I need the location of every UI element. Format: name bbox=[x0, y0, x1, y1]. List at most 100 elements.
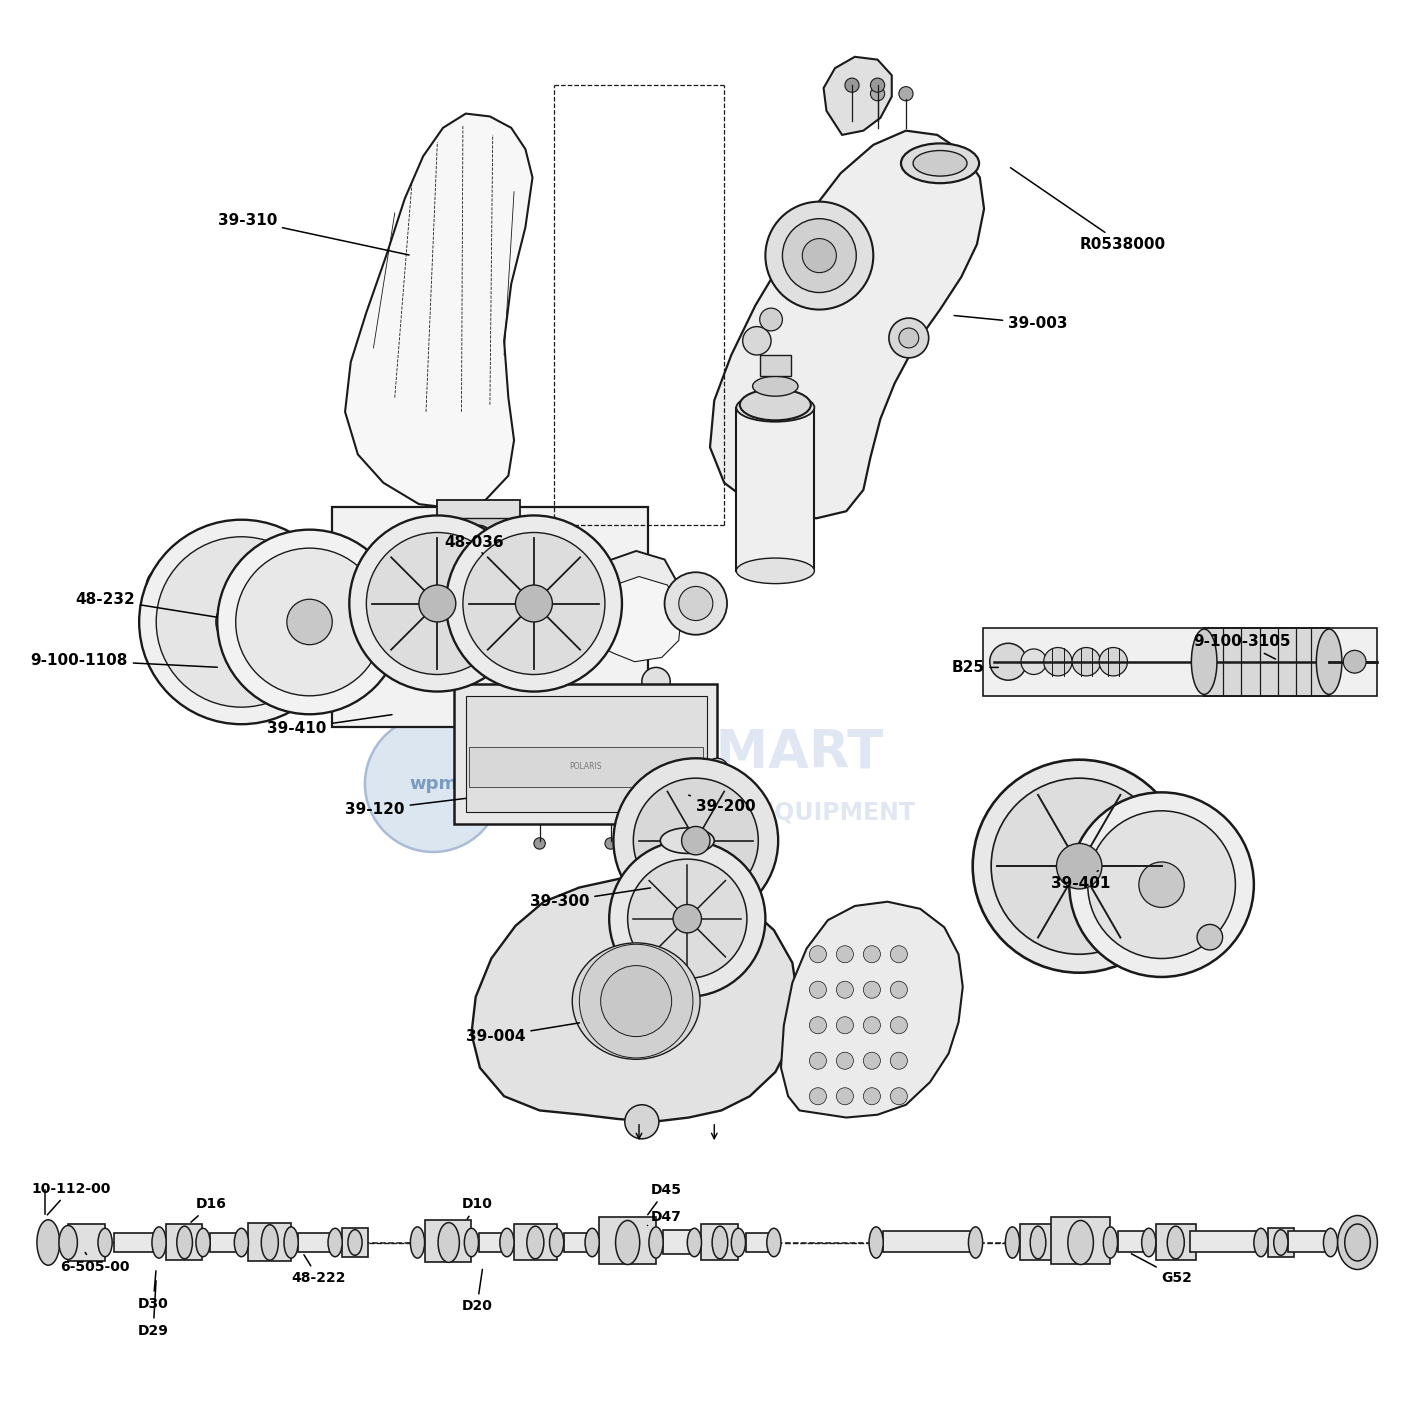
Circle shape bbox=[1343, 650, 1366, 673]
Circle shape bbox=[899, 87, 913, 101]
Ellipse shape bbox=[1274, 1230, 1288, 1255]
Bar bbox=[437, 500, 520, 525]
Ellipse shape bbox=[464, 1228, 479, 1257]
Ellipse shape bbox=[152, 1227, 166, 1258]
Bar bbox=[454, 684, 717, 824]
Ellipse shape bbox=[713, 1227, 728, 1258]
Ellipse shape bbox=[731, 1228, 746, 1257]
Ellipse shape bbox=[737, 393, 815, 422]
Circle shape bbox=[836, 1088, 853, 1105]
Circle shape bbox=[1021, 649, 1047, 674]
Ellipse shape bbox=[439, 1223, 460, 1262]
Text: 6-505-00: 6-505-00 bbox=[60, 1252, 129, 1274]
Bar bbox=[599, 1217, 656, 1264]
Bar bbox=[883, 1231, 976, 1252]
Circle shape bbox=[146, 567, 186, 606]
Ellipse shape bbox=[753, 376, 798, 396]
Polygon shape bbox=[710, 131, 984, 518]
Bar bbox=[1288, 1231, 1331, 1252]
Circle shape bbox=[682, 826, 710, 855]
Circle shape bbox=[156, 537, 327, 707]
Circle shape bbox=[990, 643, 1027, 680]
Circle shape bbox=[1072, 648, 1100, 676]
Text: 39-200: 39-200 bbox=[689, 795, 755, 814]
Circle shape bbox=[236, 548, 383, 696]
Circle shape bbox=[899, 328, 919, 348]
Circle shape bbox=[890, 946, 907, 963]
Ellipse shape bbox=[58, 1225, 78, 1260]
Circle shape bbox=[706, 758, 728, 781]
Circle shape bbox=[863, 946, 880, 963]
Ellipse shape bbox=[1254, 1228, 1268, 1257]
Circle shape bbox=[534, 838, 545, 849]
Ellipse shape bbox=[1345, 1224, 1370, 1261]
Circle shape bbox=[152, 611, 180, 639]
Text: G52: G52 bbox=[1132, 1254, 1193, 1285]
Ellipse shape bbox=[410, 1227, 425, 1258]
Text: 9-100-1108: 9-100-1108 bbox=[30, 653, 217, 667]
Circle shape bbox=[315, 635, 344, 663]
Circle shape bbox=[633, 778, 758, 903]
Text: D16: D16 bbox=[190, 1197, 227, 1223]
Polygon shape bbox=[345, 114, 532, 508]
Bar bbox=[736, 408, 814, 571]
Ellipse shape bbox=[572, 943, 700, 1059]
Circle shape bbox=[836, 1052, 853, 1069]
Circle shape bbox=[419, 585, 456, 622]
Circle shape bbox=[870, 87, 885, 101]
Polygon shape bbox=[596, 577, 682, 662]
Ellipse shape bbox=[328, 1228, 342, 1257]
Text: D20: D20 bbox=[462, 1269, 493, 1314]
Circle shape bbox=[782, 219, 856, 293]
Circle shape bbox=[1069, 792, 1254, 977]
Circle shape bbox=[1197, 924, 1223, 950]
Text: 39-401: 39-401 bbox=[1051, 870, 1110, 890]
Ellipse shape bbox=[594, 963, 679, 1039]
Ellipse shape bbox=[740, 389, 811, 420]
Circle shape bbox=[601, 966, 672, 1037]
Text: D10: D10 bbox=[462, 1197, 493, 1218]
Circle shape bbox=[809, 1088, 826, 1105]
Circle shape bbox=[991, 778, 1167, 954]
Ellipse shape bbox=[1323, 1228, 1338, 1257]
Circle shape bbox=[863, 1052, 880, 1069]
Ellipse shape bbox=[968, 1227, 983, 1258]
Circle shape bbox=[1088, 811, 1235, 958]
Circle shape bbox=[446, 515, 622, 692]
Circle shape bbox=[1056, 843, 1102, 889]
Circle shape bbox=[139, 520, 344, 724]
Ellipse shape bbox=[500, 1228, 514, 1257]
Circle shape bbox=[287, 599, 332, 645]
Bar bbox=[514, 1224, 557, 1260]
Circle shape bbox=[217, 530, 402, 714]
Text: 39-410: 39-410 bbox=[267, 714, 392, 736]
Text: D30: D30 bbox=[138, 1271, 169, 1311]
Text: D47: D47 bbox=[648, 1210, 682, 1225]
Ellipse shape bbox=[902, 143, 980, 183]
Circle shape bbox=[870, 78, 885, 92]
Circle shape bbox=[628, 859, 747, 978]
Circle shape bbox=[836, 981, 853, 998]
Circle shape bbox=[760, 308, 782, 331]
Bar bbox=[248, 1223, 291, 1261]
Bar bbox=[440, 518, 517, 532]
Text: 48-222: 48-222 bbox=[291, 1255, 345, 1285]
Circle shape bbox=[642, 667, 670, 696]
Circle shape bbox=[613, 758, 778, 923]
Ellipse shape bbox=[1191, 629, 1217, 694]
Circle shape bbox=[809, 946, 826, 963]
Text: R0538000: R0538000 bbox=[1011, 168, 1166, 251]
Circle shape bbox=[845, 78, 859, 92]
Circle shape bbox=[605, 838, 616, 849]
Ellipse shape bbox=[37, 1220, 60, 1265]
Text: 39-120: 39-120 bbox=[345, 798, 466, 816]
Circle shape bbox=[515, 585, 552, 622]
Circle shape bbox=[743, 327, 771, 355]
Circle shape bbox=[625, 1105, 659, 1139]
Circle shape bbox=[890, 1052, 907, 1069]
Bar bbox=[466, 696, 707, 812]
Ellipse shape bbox=[1167, 1227, 1184, 1258]
Ellipse shape bbox=[527, 1227, 544, 1258]
Circle shape bbox=[464, 525, 493, 554]
Ellipse shape bbox=[550, 1228, 564, 1257]
